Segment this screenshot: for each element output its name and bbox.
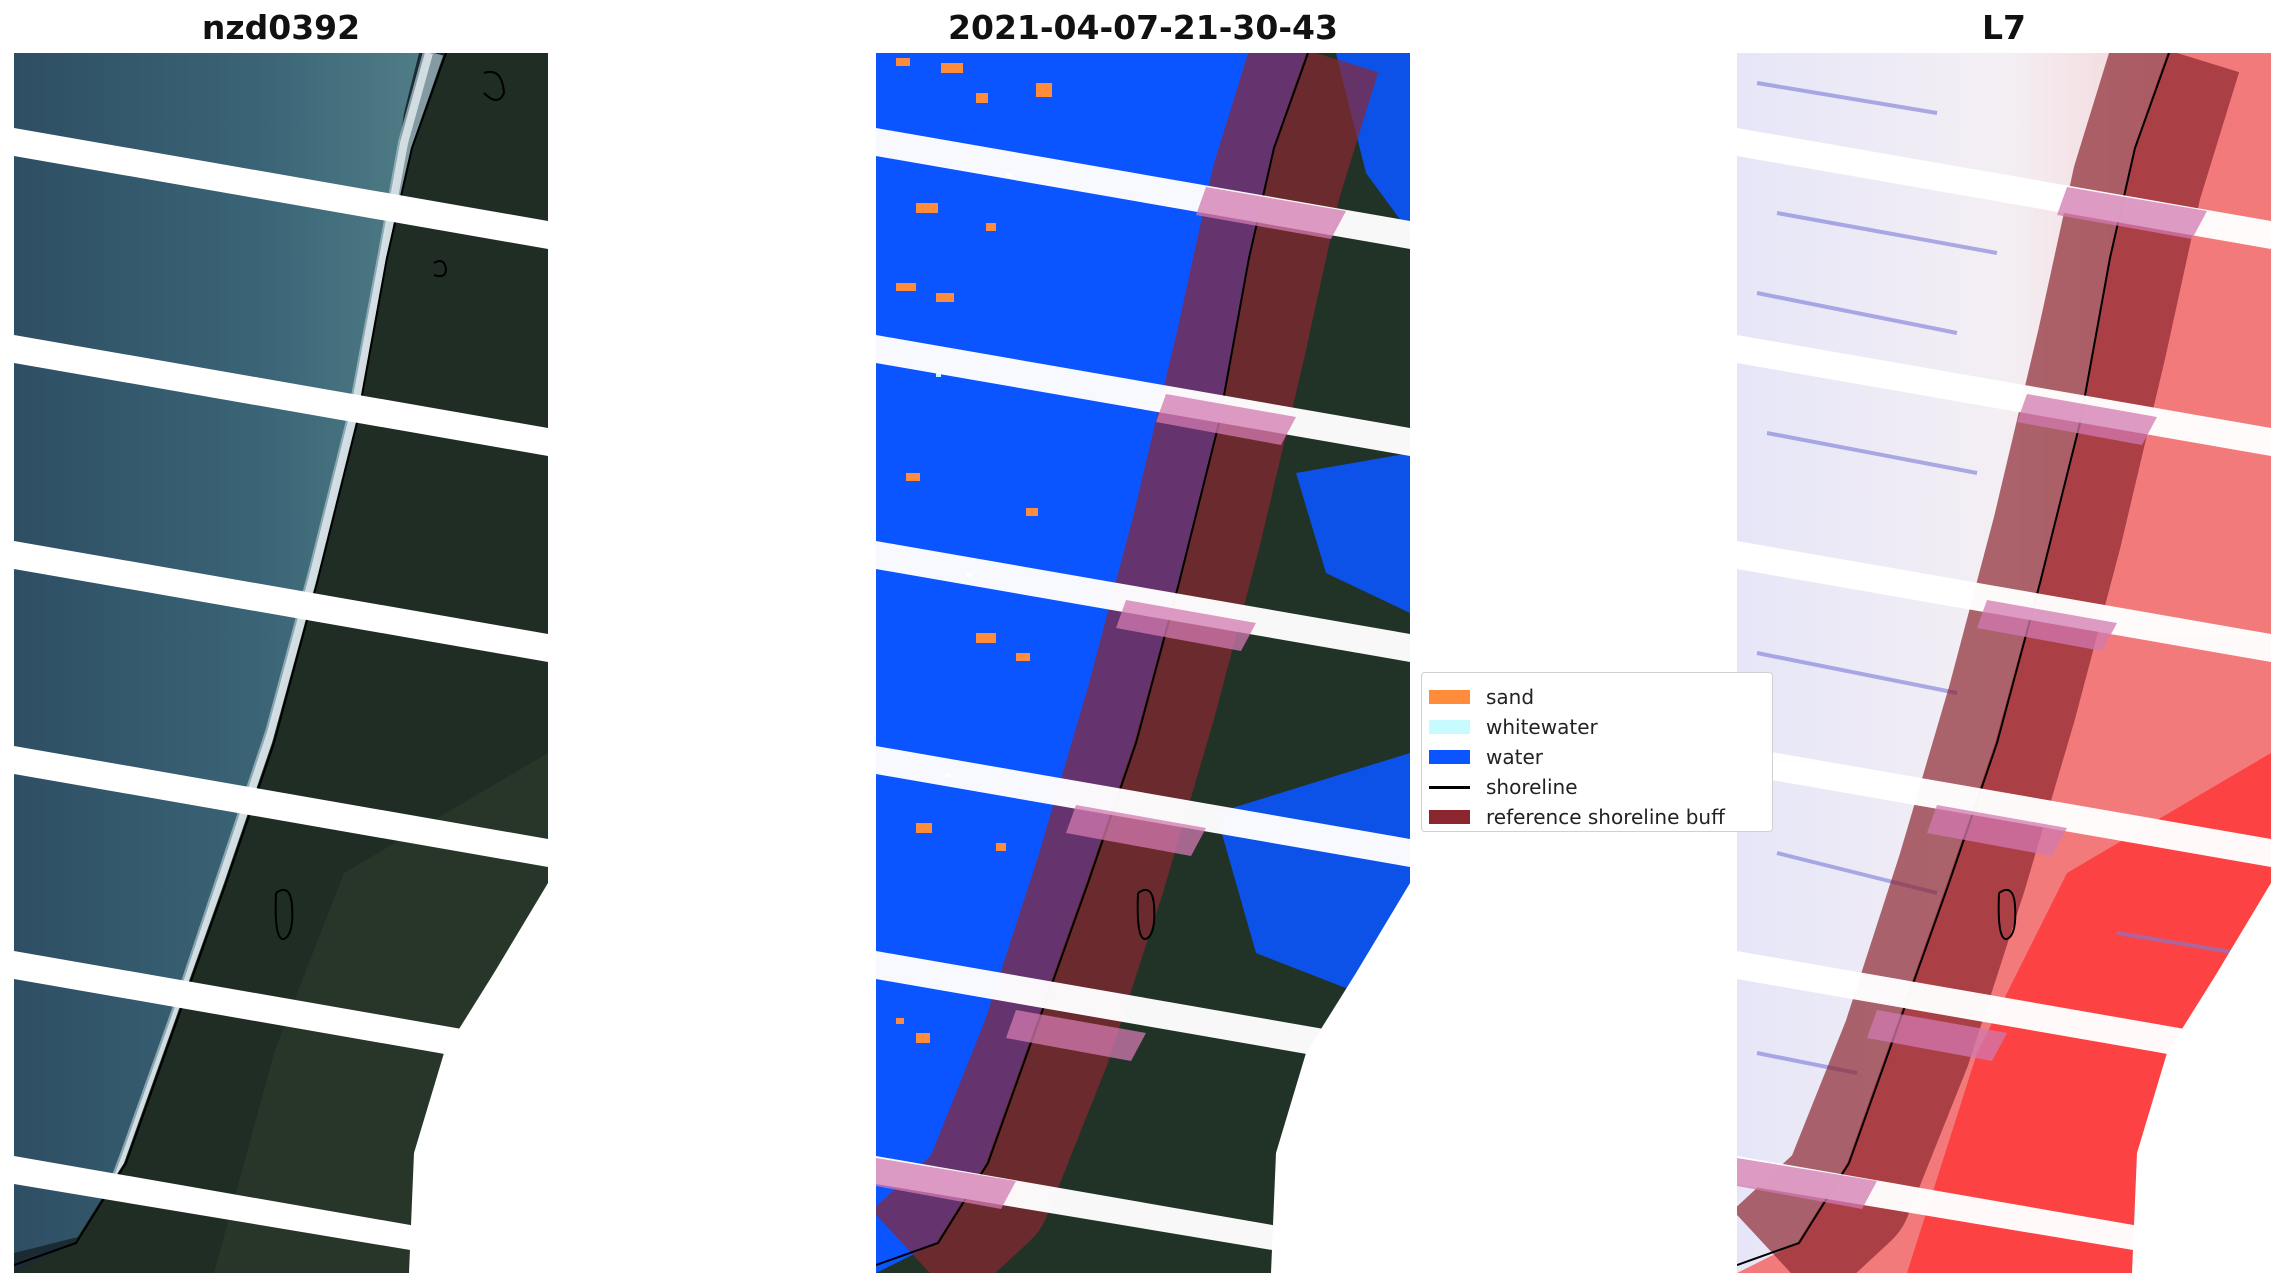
panel-title-index: L7: [1982, 8, 2026, 47]
legend-label: water: [1486, 745, 1543, 769]
index-image: [1737, 53, 2271, 1273]
legend: sand whitewater water shoreline reference sh…: [1421, 672, 1773, 832]
rgb-satellite-image: [14, 53, 548, 1273]
legend-item: water: [1422, 743, 1772, 771]
legend-item: reference shoreline buff: [1422, 803, 1772, 831]
panel-title-classification: 2021-04-07-21-30-43: [948, 8, 1338, 47]
legend-label: reference shoreline buff: [1486, 805, 1725, 829]
classification-image: [876, 53, 1410, 1273]
legend-patch-swatch: [1429, 720, 1470, 734]
legend-item: whitewater: [1422, 713, 1772, 741]
legend-line-swatch: [1429, 786, 1470, 789]
classification-panel: [876, 53, 1410, 1273]
index-panel: [1737, 53, 2271, 1273]
panel-title-rgb: nzd0392: [201, 8, 361, 47]
legend-patch-swatch: [1429, 690, 1470, 704]
legend-item: sand: [1422, 683, 1772, 711]
legend-item: shoreline: [1422, 773, 1772, 801]
legend-label: sand: [1486, 685, 1535, 709]
rgb-image-panel: [14, 53, 548, 1273]
legend-label: whitewater: [1486, 715, 1598, 739]
legend-label: shoreline: [1486, 775, 1578, 799]
legend-patch-swatch: [1429, 810, 1470, 824]
legend-patch-swatch: [1429, 750, 1470, 764]
